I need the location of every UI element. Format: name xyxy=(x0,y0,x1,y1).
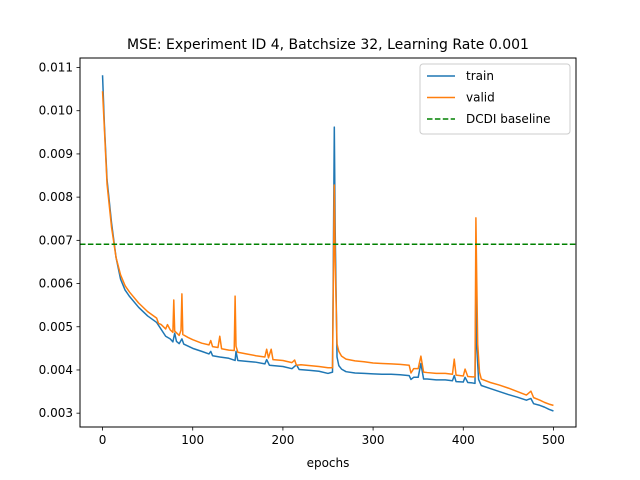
x-tick-label: 300 xyxy=(362,433,385,447)
y-tick-label: 0.011 xyxy=(39,61,73,75)
y-tick-label: 0.005 xyxy=(39,320,73,334)
y-tick-label: 0.006 xyxy=(39,277,73,291)
legend-label-train: train xyxy=(466,69,494,83)
x-axis: 0 100 200 300 400 500 xyxy=(99,427,565,447)
y-tick-label: 0.004 xyxy=(39,363,73,377)
plot-frame xyxy=(79,57,577,428)
y-tick-label: 0.003 xyxy=(39,406,73,420)
legend-label-dcdi-baseline: DCDI baseline xyxy=(466,112,550,126)
x-tick-label: 200 xyxy=(271,433,294,447)
y-tick-label: 0.010 xyxy=(39,104,73,118)
x-tick-label: 0 xyxy=(99,433,107,447)
legend: train valid DCDI baseline xyxy=(419,63,571,135)
x-axis-title: epochs xyxy=(307,456,350,470)
y-tick-label: 0.009 xyxy=(39,147,73,161)
legend-label-valid: valid xyxy=(466,91,495,105)
y-axis: 0.003 0.004 0.005 0.006 0.007 0.008 0.009 0.010… xyxy=(39,61,80,420)
series-line-valid xyxy=(101,91,554,407)
y-tick-label: 0.007 xyxy=(39,233,73,247)
x-tick-label: 400 xyxy=(452,433,475,447)
x-tick-label: 100 xyxy=(181,433,204,447)
y-tick-label: 0.008 xyxy=(39,190,73,204)
series-layer xyxy=(80,75,576,412)
legend-box xyxy=(419,63,571,135)
x-tick-label: 500 xyxy=(542,433,565,447)
chart-title: MSE: Experiment ID 4, Batchsize 32, Lear… xyxy=(127,37,529,53)
